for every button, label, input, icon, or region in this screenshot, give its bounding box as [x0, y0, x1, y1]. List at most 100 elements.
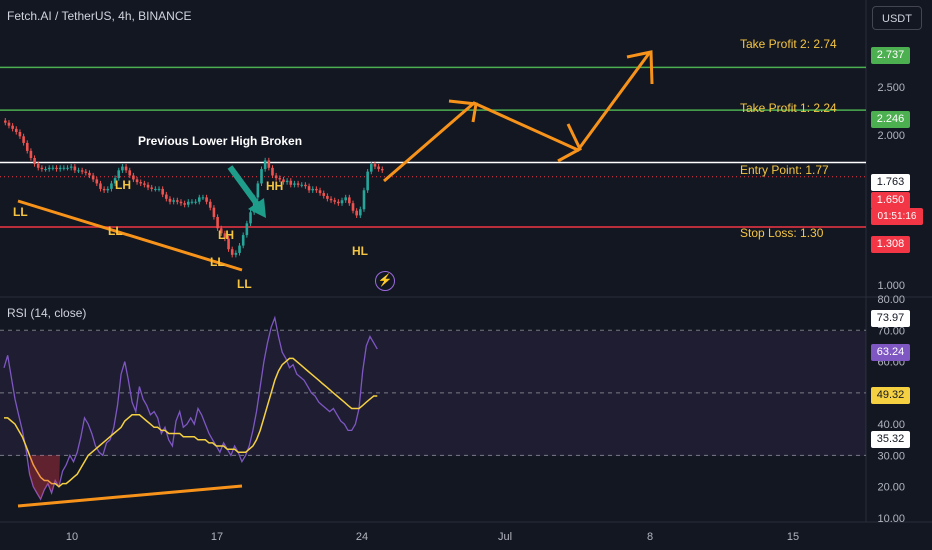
rsi-oversold-fill [29, 455, 60, 500]
candle-body [165, 194, 168, 199]
candle-body [80, 170, 84, 172]
candle-body [139, 182, 143, 184]
candle-body [69, 166, 73, 168]
candle-body [150, 187, 153, 189]
candle-body [355, 210, 358, 216]
rsi-tick-label: 70.00 [877, 325, 905, 337]
candle-body [359, 209, 362, 216]
candle-body [333, 200, 336, 202]
candle-body [234, 252, 238, 255]
candle-body [143, 183, 146, 185]
rsi-ma-line [4, 357, 378, 488]
tp1-price-tag: 2.246 [871, 111, 910, 128]
candle-body [373, 164, 377, 167]
candle-body [337, 201, 340, 204]
trendline-lows [17, 199, 243, 272]
candle-body [183, 203, 186, 205]
stop-loss-label: Stop Loss: 1.30 [740, 226, 824, 240]
candle-body [197, 197, 201, 202]
candle-body [47, 167, 51, 170]
rsi-value-tag: 63.24 [871, 344, 910, 361]
headline-annotation: Previous Lower High Broken [138, 134, 303, 148]
candle-body [73, 166, 77, 171]
candle-body [179, 201, 183, 204]
candle-body [307, 186, 311, 191]
candle-body [121, 166, 124, 171]
candle-body [263, 160, 267, 170]
candle-body [326, 195, 329, 199]
candle-body [11, 125, 14, 129]
candle-body [40, 167, 44, 170]
time-tick-label: 10 [66, 531, 78, 543]
swing-label-ll-4: LL [237, 277, 252, 291]
entry-price-tag: 1.763 [871, 174, 910, 191]
countdown-tag: 01:51:16 [871, 208, 923, 225]
candle-body [282, 179, 285, 183]
candle-body [128, 170, 132, 176]
swing-label-ll-3: LL [210, 255, 225, 269]
candle-body [223, 233, 227, 239]
lightning-icon[interactable]: ⚡ [375, 271, 395, 291]
take-profit-1-label: Take Profit 1: 2.24 [740, 101, 837, 115]
candle-body [110, 183, 113, 189]
tp2-price-tag: 2.737 [871, 47, 910, 64]
candle-body [340, 200, 344, 204]
time-tick-label: Jul [498, 531, 512, 543]
candle-body [102, 188, 106, 191]
candle-body [267, 160, 271, 168]
candle-body [329, 198, 333, 201]
candle-body [271, 167, 274, 176]
candle-body [227, 238, 230, 250]
price-tick-label: 2.000 [877, 130, 905, 142]
candle-body [146, 184, 150, 188]
candle-body [190, 201, 194, 203]
candle-body [84, 171, 88, 173]
candle-body [318, 190, 322, 194]
breakout-arrow [227, 165, 266, 218]
time-tick-label: 24 [356, 531, 368, 543]
time-tick-label: 8 [647, 531, 653, 543]
candle-body [208, 201, 212, 208]
current-price-tag: 1.650 [871, 192, 910, 209]
candle-body [55, 167, 58, 170]
candle-body [370, 164, 373, 172]
candle-body [29, 150, 33, 158]
price-tick-label: 1.000 [877, 280, 905, 292]
candle-body [106, 188, 110, 191]
candle-body [25, 142, 29, 151]
candle-body [51, 167, 55, 169]
candle-body [95, 179, 99, 184]
chart-title: Fetch.AI / TetherUS, 4h, BINANCE [7, 9, 192, 23]
candle-body [4, 120, 7, 123]
candle-body [44, 169, 47, 171]
rsi-tick-label: 20.00 [877, 482, 905, 494]
candle-body [124, 166, 128, 171]
swing-label-hl: HL [352, 244, 368, 258]
candle-body [7, 122, 11, 126]
currency-selector[interactable]: USDT [872, 6, 922, 30]
candle-body [296, 183, 300, 185]
candle-body [245, 223, 249, 236]
rsi-trendline [17, 484, 243, 508]
candle-body [135, 179, 139, 183]
candle-body [362, 190, 366, 210]
candle-body [113, 178, 117, 184]
rsi-tick-label: 10.00 [877, 513, 905, 525]
candle-body [172, 200, 175, 202]
candle-body [168, 198, 172, 202]
candle-body [322, 193, 326, 196]
candle-body [315, 188, 318, 191]
candle-body [194, 201, 197, 203]
candle-body [293, 183, 296, 185]
candle-body [351, 203, 355, 211]
candle-body [300, 184, 304, 186]
rsi-high-tag: 73.97 [871, 310, 910, 327]
swing-label-lh-2: LH [218, 228, 234, 242]
candle-body [219, 228, 223, 234]
candle-body [154, 188, 157, 190]
candle-body [88, 172, 91, 176]
take-profit-2-label: Take Profit 2: 2.74 [740, 37, 837, 51]
time-tick-label: 17 [211, 531, 223, 543]
candle-body [278, 178, 282, 180]
